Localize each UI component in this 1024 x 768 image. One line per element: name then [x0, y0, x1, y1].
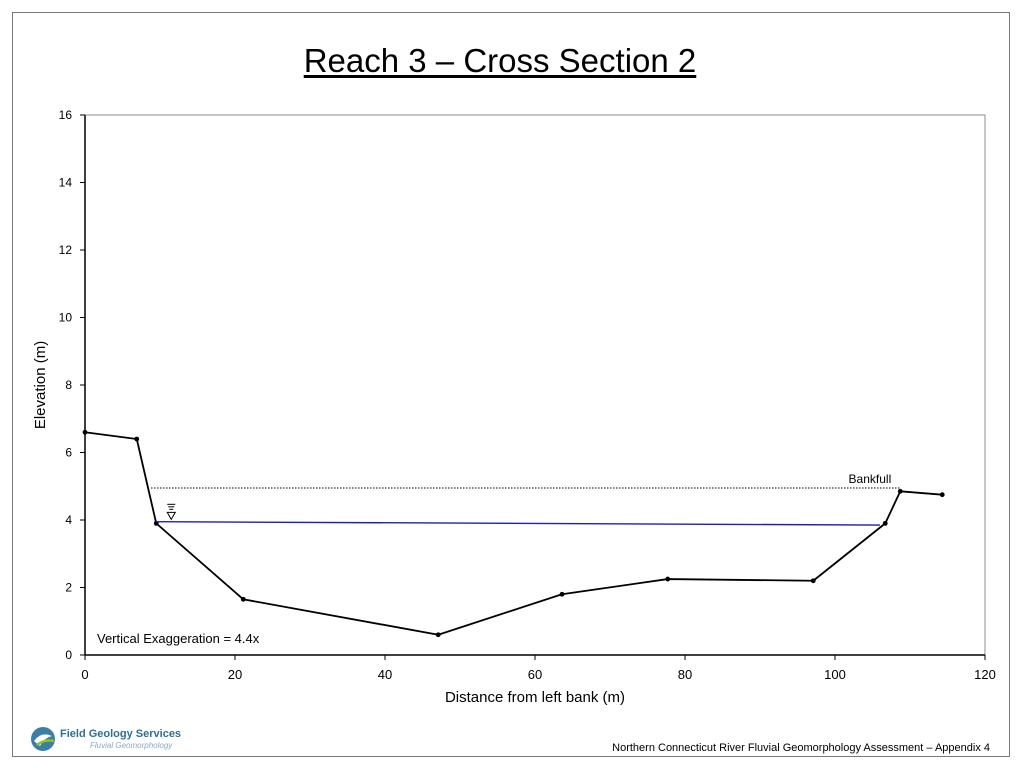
x-tick-label: 60	[528, 667, 542, 682]
water-surface-line	[156, 520, 881, 526]
y-tick-label: 10	[59, 311, 73, 325]
y-tick-label: 6	[65, 446, 72, 460]
x-axis-label: Distance from left bank (m)	[445, 689, 625, 706]
chart-title: Reach 3 – Cross Section 2	[303, 42, 697, 79]
profile-point	[897, 488, 903, 494]
profile-point	[559, 591, 565, 597]
channel-profile-line	[84, 431, 943, 636]
profile-point	[240, 596, 246, 602]
profile-point	[665, 576, 671, 582]
profile-point	[435, 632, 441, 638]
y-tick-label: 0	[65, 648, 72, 662]
y-tick-label: 8	[65, 378, 72, 392]
x-tick-label: 100	[824, 667, 846, 682]
x-tick-label: 40	[378, 667, 392, 682]
profile-point	[939, 492, 945, 498]
profile-point	[810, 578, 816, 584]
x-tick-label: 0	[81, 667, 88, 682]
logo-swirl-icon	[31, 727, 55, 751]
profile-point	[882, 520, 888, 526]
x-tick-label: 20	[228, 667, 242, 682]
bankfull-label: Bankfull	[849, 472, 892, 486]
vertical-exaggeration-note: Vertical Exaggeration = 4.4x	[97, 631, 260, 646]
water-level-icon	[166, 503, 177, 521]
y-tick-label: 16	[59, 108, 73, 122]
profile-point	[134, 436, 140, 442]
logo-subtitle: Fluvial Geomorphology	[90, 741, 173, 750]
y-tick-label: 2	[65, 581, 72, 595]
x-tick-label: 80	[678, 667, 692, 682]
y-axis-label: Elevation (m)	[32, 341, 49, 429]
y-tick-label: 12	[59, 243, 73, 257]
slide-frame	[12, 12, 1010, 757]
field-geology-services-logo: Field Geology Services Fluvial Geomorpho…	[28, 724, 182, 754]
y-tick-label: 4	[65, 513, 72, 527]
x-tick-label: 120	[974, 667, 996, 682]
plot-area-frame	[84, 114, 986, 656]
footer-text: Northern Connecticut River Fluvial Geomo…	[612, 742, 990, 754]
profile-point	[82, 429, 88, 435]
y-tick-label: 14	[59, 176, 73, 190]
logo-name: Field Geology Services	[60, 728, 182, 740]
